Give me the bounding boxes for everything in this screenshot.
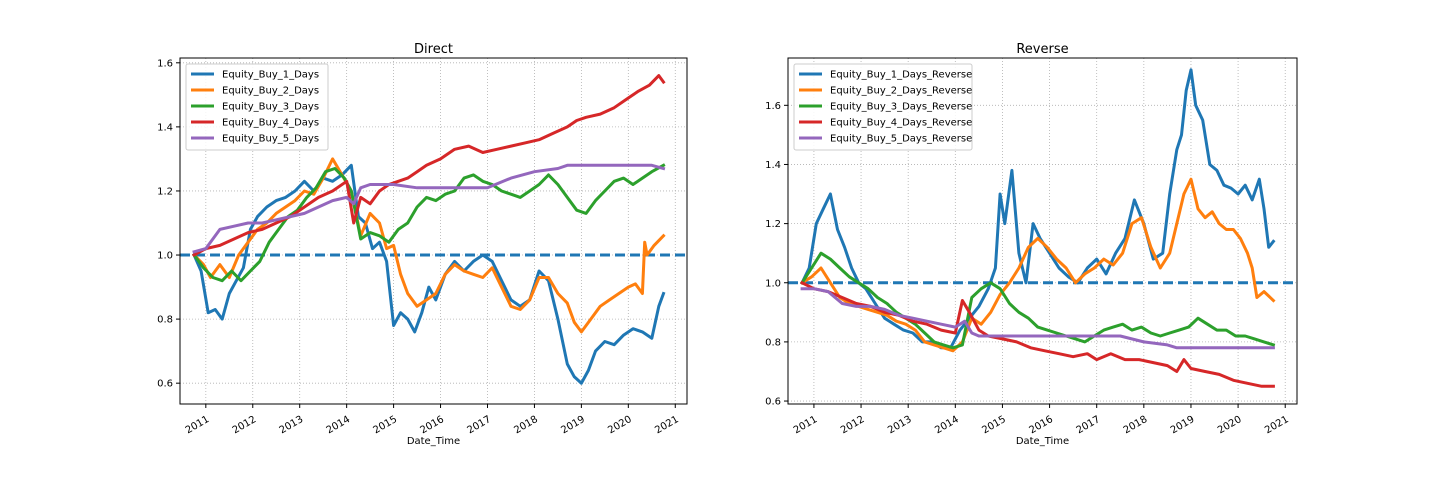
x-tick-label: 2011 bbox=[792, 414, 820, 436]
x-tick-label: 2021 bbox=[653, 414, 681, 436]
y-tick-label: 1.0 bbox=[157, 251, 173, 262]
legend-box bbox=[793, 63, 973, 151]
legend-label: Equity_Buy_4_Days_Reverse bbox=[830, 118, 972, 129]
x-tick-label: 2017 bbox=[465, 414, 493, 436]
series-line-2 bbox=[191, 157, 666, 334]
axes-frame bbox=[179, 57, 688, 405]
x-tick-label: 2013 bbox=[278, 414, 306, 436]
legend-label: Equity_Buy_3_Days bbox=[222, 102, 319, 113]
legend-label: Equity_Buy_2_Days_Reverse bbox=[830, 86, 972, 97]
x-tick-label: 2019 bbox=[559, 414, 587, 436]
y-tick-label: 0.6 bbox=[157, 379, 173, 390]
legend-label: Equity_Buy_2_Days bbox=[222, 86, 319, 97]
x-tick-label: 2015 bbox=[980, 414, 1008, 436]
x-axis-label: Date_Time bbox=[407, 436, 460, 447]
legend-label: Equity_Buy_4_Days bbox=[222, 118, 319, 129]
y-tick-label: 1.0 bbox=[765, 278, 781, 289]
legend-label: Equity_Buy_5_Days_Reverse bbox=[830, 134, 972, 145]
axes-frame bbox=[787, 57, 1298, 405]
axes-1: 2011 2012 2013 2014 2015 2016 2017 2018 2019 2020… bbox=[157, 42, 688, 447]
legend-box bbox=[185, 63, 329, 151]
series-line-5 bbox=[192, 163, 666, 254]
series-line-3 bbox=[192, 163, 666, 283]
y-tick-label: 0.8 bbox=[157, 315, 173, 326]
legend: Equity_Buy_1_Days Equity_Buy_2_Days Equity… bbox=[185, 63, 329, 151]
y-tick-label: 1.4 bbox=[157, 122, 173, 133]
x-tick-label: 2016 bbox=[418, 414, 446, 436]
chart-title: Direct bbox=[414, 42, 453, 57]
legend-label: Equity_Buy_3_Days_Reverse bbox=[830, 102, 972, 113]
y-tick-label: 1.6 bbox=[157, 58, 173, 69]
y-tick-label: 1.2 bbox=[157, 186, 173, 197]
x-tick-label: 2020 bbox=[606, 414, 634, 436]
x-tick-label: 2020 bbox=[1216, 414, 1244, 436]
y-tick-label: 0.6 bbox=[765, 397, 781, 408]
x-tick-label: 2015 bbox=[372, 414, 400, 436]
series-line-1 bbox=[192, 163, 666, 385]
x-tick-label: 2012 bbox=[231, 414, 259, 436]
x-tick-label: 2016 bbox=[1028, 414, 1056, 436]
x-axis-label: Date_Time bbox=[1016, 436, 1069, 447]
x-tick-label: 2019 bbox=[1169, 414, 1197, 436]
legend-label: Equity_Buy_1_Days_Reverse bbox=[830, 70, 972, 81]
x-tick-label: 2021 bbox=[1263, 414, 1291, 436]
series-line-4 bbox=[192, 74, 666, 258]
x-tick-label: 2018 bbox=[1122, 414, 1150, 436]
legend: Equity_Buy_1_Days_Reverse Equity_Buy_2_Da… bbox=[793, 63, 973, 151]
legend-label: Equity_Buy_5_Days bbox=[222, 134, 319, 145]
y-tick-label: 1.4 bbox=[765, 160, 781, 171]
y-tick-label: 1.6 bbox=[765, 101, 781, 112]
series-line-2 bbox=[800, 177, 1276, 353]
legend-label: Equity_Buy_1_Days bbox=[222, 70, 319, 81]
chart-title: Reverse bbox=[1016, 42, 1068, 57]
y-tick-label: 0.8 bbox=[765, 337, 781, 348]
series-line-3 bbox=[800, 251, 1276, 350]
x-tick-label: 2018 bbox=[512, 414, 540, 436]
series-line-4 bbox=[800, 280, 1275, 388]
x-tick-label: 2014 bbox=[933, 414, 961, 436]
x-tick-label: 2012 bbox=[839, 414, 867, 436]
x-tick-label: 2014 bbox=[325, 414, 353, 436]
y-tick-label: 1.2 bbox=[765, 219, 781, 230]
x-tick-label: 2017 bbox=[1075, 414, 1103, 436]
series-line-5 bbox=[800, 287, 1275, 350]
x-tick-label: 2011 bbox=[184, 414, 212, 436]
x-tick-label: 2013 bbox=[886, 414, 914, 436]
axes-2: 2011 2012 2013 2014 2015 2016 2017 2018 2019 2020… bbox=[765, 42, 1298, 447]
